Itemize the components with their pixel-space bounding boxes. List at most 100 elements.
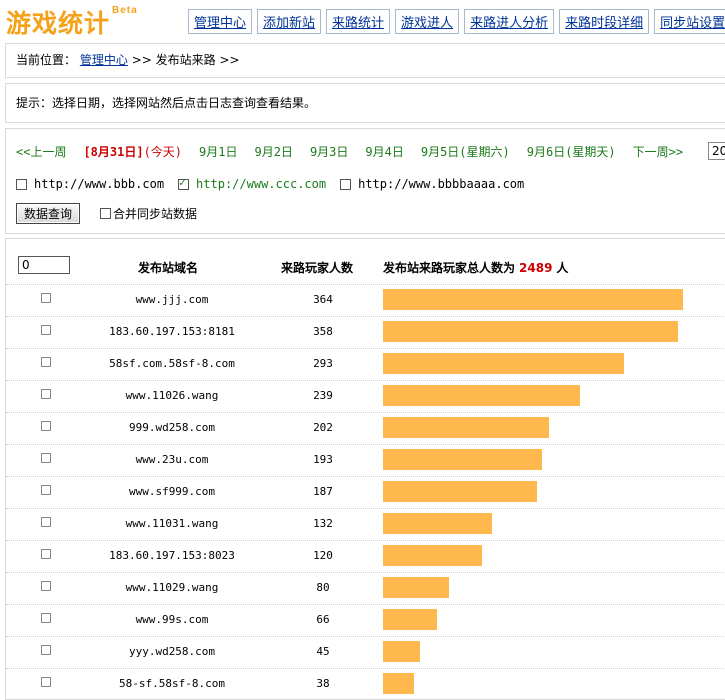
merge-sync-label: 合并同步站数据: [113, 207, 198, 221]
row-count-bar: [383, 609, 437, 630]
row-count: 358: [313, 325, 333, 338]
table-row: www.11026.wang 239: [6, 380, 725, 413]
row-domain: 58sf.com.58sf-8.com: [109, 357, 235, 370]
date-link[interactable]: 9月4日: [365, 145, 404, 159]
row-count-bar: [383, 417, 549, 438]
table-row: 999.wd258.com 202: [6, 412, 725, 445]
table-row: www.jjj.com 364: [6, 284, 725, 317]
row-checkbox[interactable]: [41, 517, 51, 527]
row-checkbox[interactable]: [41, 645, 51, 655]
row-domain: www.23u.com: [135, 453, 209, 466]
breadcrumb-current: 发布站来路: [155, 53, 216, 67]
row-checkbox[interactable]: [41, 613, 51, 623]
row-count-bar: [383, 321, 678, 342]
beta-badge: Beta: [112, 4, 138, 16]
nav-add-site[interactable]: 添加新站: [257, 9, 322, 34]
app-logo: 游戏统计 Beta: [6, 4, 138, 40]
total-players-header: 发布站来路玩家总人数为 2489 人: [383, 261, 569, 275]
row-checkbox[interactable]: [41, 549, 51, 559]
total-players-value: 2489: [519, 261, 553, 275]
query-button[interactable]: 数据查询: [16, 203, 81, 224]
row-count-bar: [383, 353, 624, 374]
table-row: 183.60.197.153:8181 358: [6, 316, 725, 349]
row-checkbox[interactable]: [41, 325, 51, 335]
nav-sync-settings[interactable]: 同步站设置: [654, 9, 725, 34]
table-row: www.99s.com 66: [6, 604, 725, 637]
row-count-bar: [383, 289, 683, 310]
table-row: www.23u.com 193: [6, 444, 725, 477]
breadcrumb-home-link[interactable]: 管理中心: [79, 53, 128, 67]
nav-referrer-timeslot[interactable]: 来路时段详细: [559, 9, 650, 34]
row-domain: www.11026.wang: [125, 389, 219, 402]
site-checkbox[interactable]: [178, 176, 190, 190]
merge-sync-option: 合并同步站数据: [100, 205, 197, 222]
date-link[interactable]: 9月3日: [309, 145, 349, 159]
filter-input[interactable]: 0: [18, 256, 70, 274]
row-domain: 183.60.197.153:8023: [109, 549, 235, 562]
row-count: 120: [313, 549, 333, 562]
row-checkbox[interactable]: [41, 485, 51, 495]
row-count: 66: [316, 613, 330, 626]
site-checkbox[interactable]: [16, 178, 27, 190]
row-count-bar: [383, 513, 492, 534]
row-count: 293: [313, 357, 333, 370]
row-domain: www.99s.com: [135, 613, 209, 626]
site-checkbox[interactable]: [340, 178, 352, 190]
row-checkbox[interactable]: [41, 677, 51, 687]
row-checkbox[interactable]: [41, 421, 51, 431]
site-url: http://www.bbbbaaaa.com: [358, 177, 525, 191]
col-domain-header: 发布站域名: [138, 261, 199, 275]
nav-admin[interactable]: 管理中心: [188, 9, 253, 34]
breadcrumb-prefix: 当前位置：: [16, 53, 77, 67]
next-week-link[interactable]: 下一周>>: [632, 145, 684, 159]
nav-referrer-analysis[interactable]: 来路进人分析: [464, 9, 555, 34]
table-row: www.11031.wang 132: [6, 508, 725, 541]
table-row: 183.60.197.153:8023 120: [6, 540, 725, 573]
date-link[interactable]: 9月5日(星期六): [420, 145, 510, 159]
header: 游戏统计 Beta 管理中心 添加新站 来路统计 游戏进人 来路进人分析 来路时段…: [0, 0, 725, 42]
query-row: 数据查询 合并同步站数据: [16, 203, 197, 224]
row-count-bar: [383, 545, 482, 566]
row-domain: 58-sf.58sf-8.com: [119, 677, 225, 690]
top-nav: 管理中心 添加新站 来路统计 游戏进人 来路进人分析 来路时段详细 同步站设置: [188, 9, 725, 34]
row-checkbox[interactable]: [41, 581, 51, 591]
table-row: yyy.wd258.com 45: [6, 636, 725, 669]
row-count-bar: [383, 481, 537, 502]
date-link[interactable]: 9月2日: [254, 145, 293, 159]
current-date[interactable]: [8月31日](今天): [83, 145, 183, 159]
row-domain: www.sf999.com: [128, 485, 216, 498]
date-link[interactable]: 9月1日: [199, 145, 238, 159]
row-checkbox[interactable]: [41, 293, 51, 303]
row-checkbox[interactable]: [41, 389, 51, 399]
tip-bar: 提示：选择日期，选择网站然后点击日志查询查看结果。: [5, 83, 725, 123]
date-link[interactable]: 9月6日(星期天): [526, 145, 616, 159]
referrer-table: 0 发布站域名 来路玩家人数 发布站来路玩家总人数为 2489 人 www.jjj.…: [5, 238, 725, 700]
tip-text: 提示：选择日期，选择网站然后点击日志查询查看结果。: [16, 96, 317, 110]
prev-week-link[interactable]: <<上一周: [16, 145, 67, 159]
site-url: http://www.bbb.com: [34, 177, 165, 191]
row-count-bar: [383, 673, 414, 694]
row-count: 45: [316, 645, 330, 658]
nav-referrer-stats[interactable]: 来路统计: [326, 9, 391, 34]
row-domain: www.11031.wang: [125, 517, 219, 530]
table-row: www.sf999.com 187: [6, 476, 725, 509]
row-domain: 999.wd258.com: [128, 421, 216, 434]
row-count: 193: [313, 453, 333, 466]
row-domain: 183.60.197.153:8181: [109, 325, 235, 338]
row-count: 38: [316, 677, 330, 690]
year-select[interactable]: 20: [708, 142, 725, 160]
row-checkbox[interactable]: [41, 357, 51, 367]
site-url: http://www.ccc.com: [196, 177, 327, 191]
row-checkbox[interactable]: [41, 453, 51, 463]
row-count: 239: [313, 389, 333, 402]
row-domain: yyy.wd258.com: [128, 645, 216, 658]
logo-text: 游戏统计: [6, 9, 111, 38]
row-count-bar: [383, 641, 420, 662]
table-row: www.11029.wang 80: [6, 572, 725, 605]
row-count: 132: [313, 517, 333, 530]
row-count-bar: [383, 385, 580, 406]
row-domain: www.jjj.com: [135, 293, 209, 306]
row-count: 187: [313, 485, 333, 498]
nav-game-entries[interactable]: 游戏进人: [395, 9, 460, 34]
merge-sync-checkbox[interactable]: [100, 208, 112, 219]
